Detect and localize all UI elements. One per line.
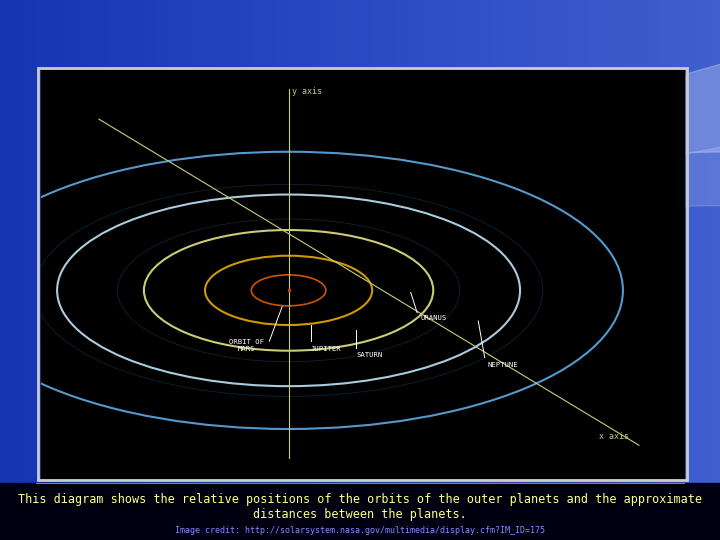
- Text: x axis: x axis: [599, 432, 629, 441]
- Bar: [300, 0, 312, 540]
- Bar: [624, 0, 636, 540]
- Bar: [41, 70, 684, 478]
- Bar: [348, 0, 360, 540]
- Bar: [24, 0, 36, 540]
- Bar: [444, 0, 456, 540]
- Bar: [108, 0, 120, 540]
- Bar: [564, 0, 576, 540]
- Bar: [648, 0, 660, 540]
- Bar: [696, 0, 708, 540]
- Bar: [132, 0, 144, 540]
- Bar: [408, 0, 420, 540]
- Bar: [84, 0, 96, 540]
- Bar: [192, 0, 204, 540]
- Bar: [480, 0, 492, 540]
- Bar: [0, 483, 720, 540]
- Bar: [540, 0, 552, 540]
- Bar: [372, 0, 384, 540]
- Bar: [204, 0, 216, 540]
- Bar: [276, 0, 288, 540]
- Bar: [552, 0, 564, 540]
- Text: Image credit: http://solarsystem.nasa.gov/multimedia/display.cfm?IM_ID=175: Image credit: http://solarsystem.nasa.go…: [175, 526, 545, 535]
- Text: JUPITER: JUPITER: [311, 346, 342, 352]
- Bar: [456, 0, 468, 540]
- Bar: [312, 0, 324, 540]
- Bar: [324, 0, 336, 540]
- Text: This diagram shows the relative positions of the orbits of the outer planets and: This diagram shows the relative position…: [18, 493, 702, 506]
- Bar: [504, 0, 516, 540]
- Bar: [660, 0, 672, 540]
- Bar: [144, 0, 156, 540]
- Bar: [612, 0, 624, 540]
- Bar: [636, 0, 648, 540]
- Bar: [708, 0, 720, 540]
- Bar: [336, 0, 348, 540]
- Bar: [396, 0, 408, 540]
- Bar: [72, 0, 84, 540]
- Bar: [48, 0, 60, 540]
- Bar: [156, 0, 168, 540]
- Text: ORBIT OF
MARS: ORBIT OF MARS: [229, 339, 264, 352]
- Bar: [120, 0, 132, 540]
- Bar: [12, 0, 24, 540]
- Bar: [468, 0, 480, 540]
- Bar: [252, 0, 264, 540]
- Bar: [288, 0, 300, 540]
- Text: distances between the planets.: distances between the planets.: [253, 508, 467, 521]
- Bar: [228, 0, 240, 540]
- Bar: [588, 0, 600, 540]
- Bar: [492, 0, 504, 540]
- Bar: [180, 0, 192, 540]
- Polygon shape: [518, 54, 720, 156]
- Bar: [600, 0, 612, 540]
- Bar: [576, 0, 588, 540]
- Bar: [0, 0, 12, 540]
- Bar: [36, 0, 48, 540]
- Text: NEPTUNE: NEPTUNE: [488, 362, 518, 368]
- Text: SATURN: SATURN: [356, 352, 382, 357]
- Bar: [240, 0, 252, 540]
- Text: y axis: y axis: [292, 86, 322, 96]
- Bar: [96, 0, 108, 540]
- Bar: [168, 0, 180, 540]
- Polygon shape: [518, 140, 720, 208]
- Bar: [516, 0, 528, 540]
- Text: URANUS: URANUS: [420, 315, 446, 321]
- Bar: [684, 0, 696, 540]
- Bar: [432, 0, 444, 540]
- Bar: [360, 0, 372, 540]
- Bar: [60, 0, 72, 540]
- Bar: [528, 0, 540, 540]
- Bar: [216, 0, 228, 540]
- Bar: [38, 68, 687, 480]
- Bar: [420, 0, 432, 540]
- Bar: [672, 0, 684, 540]
- Bar: [384, 0, 396, 540]
- Bar: [264, 0, 276, 540]
